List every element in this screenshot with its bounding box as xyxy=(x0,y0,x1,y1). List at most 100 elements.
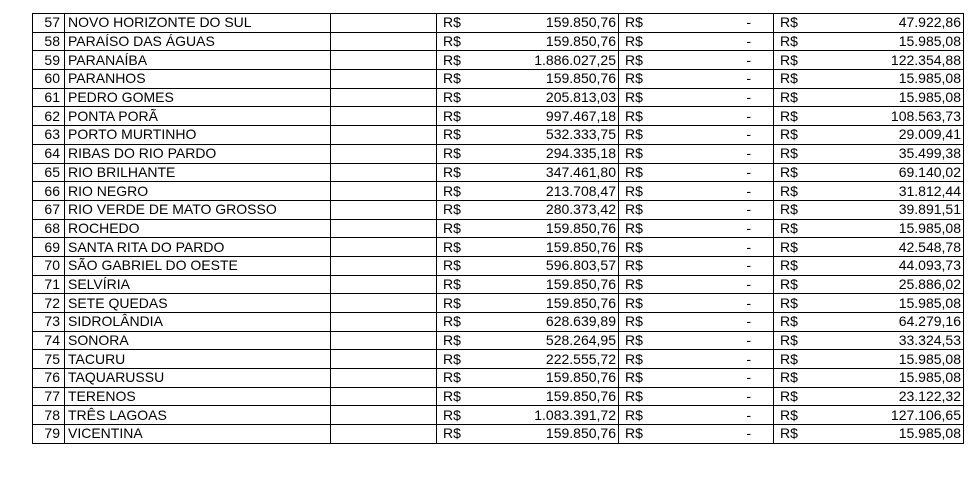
table-row: 66 RIO NEGRO R$ 213.708,47 R$ - R$ 31.812,44 xyxy=(32,181,964,201)
row-number: 69 xyxy=(32,237,65,257)
row-number: 67 xyxy=(32,199,65,220)
empty-cell xyxy=(330,31,437,52)
currency-label: R$ xyxy=(436,237,477,257)
currency-label: R$ xyxy=(773,312,814,332)
table-row: 68 ROCHEDO R$ 159.850,76 R$ - R$ 15.985,08 xyxy=(32,218,964,239)
currency-label: R$ xyxy=(625,332,643,349)
currency-label: R$ xyxy=(625,369,643,386)
currency-label: R$ xyxy=(625,163,643,180)
table-row: 73 SIDROLÂNDIA R$ 628.639,89 R$ - R$ 64.279,16 xyxy=(32,312,964,332)
value-3: 42.548,78 xyxy=(813,237,964,257)
municipality-name: RIO NEGRO xyxy=(64,181,331,201)
value-3: 69.140,02 xyxy=(813,162,964,183)
table-row: 79 VICENTINA R$ 159.850,76 R$ - R$ 15.985,08 xyxy=(32,424,964,444)
currency-label: R$ xyxy=(773,255,814,276)
currency-label: R$ xyxy=(625,107,643,124)
currency-label: R$ xyxy=(625,350,643,367)
row-number: 60 xyxy=(32,69,65,89)
table-row: 60 PARANHOS R$ 159.850,76 R$ - R$ 15.985,08 xyxy=(32,69,964,89)
value-3: 15.985,08 xyxy=(813,218,964,239)
empty-cell xyxy=(330,50,437,71)
value-2: R$ - xyxy=(618,312,774,332)
municipality-name: PARANHOS xyxy=(64,69,331,89)
empty-cell xyxy=(330,218,437,239)
empty-cell xyxy=(330,237,437,257)
value-1: 159.850,76 xyxy=(476,13,619,33)
municipality-name: ROCHEDO xyxy=(64,218,331,239)
value-1: 528.264,95 xyxy=(476,330,619,351)
value-1: 159.850,76 xyxy=(476,293,619,313)
row-number: 73 xyxy=(32,312,65,332)
value-3: 25.886,02 xyxy=(813,274,964,295)
currency-label: R$ xyxy=(436,69,477,89)
currency-label: R$ xyxy=(625,275,643,292)
empty-cell xyxy=(330,125,437,145)
municipality-name: SETE QUEDAS xyxy=(64,293,331,313)
value-2-dash: - xyxy=(746,126,751,143)
currency-label: R$ xyxy=(436,386,477,407)
value-2: R$ - xyxy=(618,424,774,444)
empty-cell xyxy=(330,330,437,351)
currency-label: R$ xyxy=(773,106,814,127)
currency-label: R$ xyxy=(773,125,814,145)
currency-label: R$ xyxy=(625,14,643,31)
currency-label: R$ xyxy=(625,313,643,330)
value-2: R$ - xyxy=(618,162,774,183)
currency-label: R$ xyxy=(436,405,477,426)
value-1: 159.850,76 xyxy=(476,237,619,257)
value-2-dash: - xyxy=(746,14,751,31)
value-2: R$ - xyxy=(618,293,774,313)
value-2: R$ - xyxy=(618,69,774,89)
empty-cell xyxy=(330,293,437,313)
value-2-dash: - xyxy=(746,294,751,311)
municipality-name: PARAÍSO DAS ÁGUAS xyxy=(64,31,331,52)
municipality-name: SONORA xyxy=(64,330,331,351)
row-number: 79 xyxy=(32,424,65,444)
value-2-dash: - xyxy=(746,145,751,162)
empty-cell xyxy=(330,181,437,201)
empty-cell xyxy=(330,274,437,295)
currency-label: R$ xyxy=(773,405,814,426)
municipality-name: TAQUARUSSU xyxy=(64,368,331,388)
value-1: 213.708,47 xyxy=(476,181,619,201)
row-number: 61 xyxy=(32,87,65,108)
currency-label: R$ xyxy=(436,143,477,164)
currency-label: R$ xyxy=(436,312,477,332)
row-number: 58 xyxy=(32,31,65,52)
table-row: 72 SETE QUEDAS R$ 159.850,76 R$ - R$ 15.985,08 xyxy=(32,293,964,313)
municipality-name: PEDRO GOMES xyxy=(64,87,331,108)
currency-label: R$ xyxy=(625,201,643,218)
currency-label: R$ xyxy=(625,126,643,143)
row-number: 68 xyxy=(32,218,65,239)
value-1: 205.813,03 xyxy=(476,87,619,108)
value-3: 44.093,73 xyxy=(813,255,964,276)
municipality-name: RIBAS DO RIO PARDO xyxy=(64,143,331,164)
table-row: 57 NOVO HORIZONTE DO SUL R$ 159.850,76 R$ - R$… xyxy=(32,13,964,33)
value-3: 23.122,32 xyxy=(813,386,964,407)
currency-label: R$ xyxy=(773,181,814,201)
value-2-dash: - xyxy=(746,238,751,255)
table-row: 75 TACURU R$ 222.555,72 R$ - R$ 15.985,08 xyxy=(32,349,964,370)
currency-label: R$ xyxy=(625,219,643,236)
currency-label: R$ xyxy=(625,257,643,274)
value-1: 347.461,80 xyxy=(476,162,619,183)
currency-label: R$ xyxy=(625,70,643,87)
municipality-name: SANTA RITA DO PARDO xyxy=(64,237,331,257)
value-2-dash: - xyxy=(746,425,751,442)
value-2: R$ - xyxy=(618,13,774,33)
value-2-dash: - xyxy=(746,257,751,274)
row-number: 63 xyxy=(32,125,65,145)
currency-label: R$ xyxy=(773,368,814,388)
value-3: 64.279,16 xyxy=(813,312,964,332)
value-2: R$ - xyxy=(618,274,774,295)
value-1: 159.850,76 xyxy=(476,31,619,52)
empty-cell xyxy=(330,386,437,407)
value-2-dash: - xyxy=(746,332,751,349)
value-2-dash: - xyxy=(746,313,751,330)
value-2-dash: - xyxy=(746,51,751,68)
value-1: 159.850,76 xyxy=(476,386,619,407)
value-3: 15.985,08 xyxy=(813,87,964,108)
currency-label: R$ xyxy=(773,69,814,89)
row-number: 76 xyxy=(32,368,65,388)
value-1: 1.083.391,72 xyxy=(476,405,619,426)
